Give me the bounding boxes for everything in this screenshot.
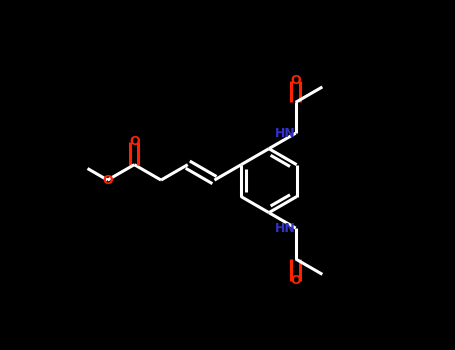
Text: O: O [290,274,301,287]
Text: O: O [290,74,301,87]
Text: HN: HN [275,127,296,140]
Text: HN: HN [275,222,296,235]
Text: O: O [102,174,113,187]
Text: O: O [129,135,140,148]
